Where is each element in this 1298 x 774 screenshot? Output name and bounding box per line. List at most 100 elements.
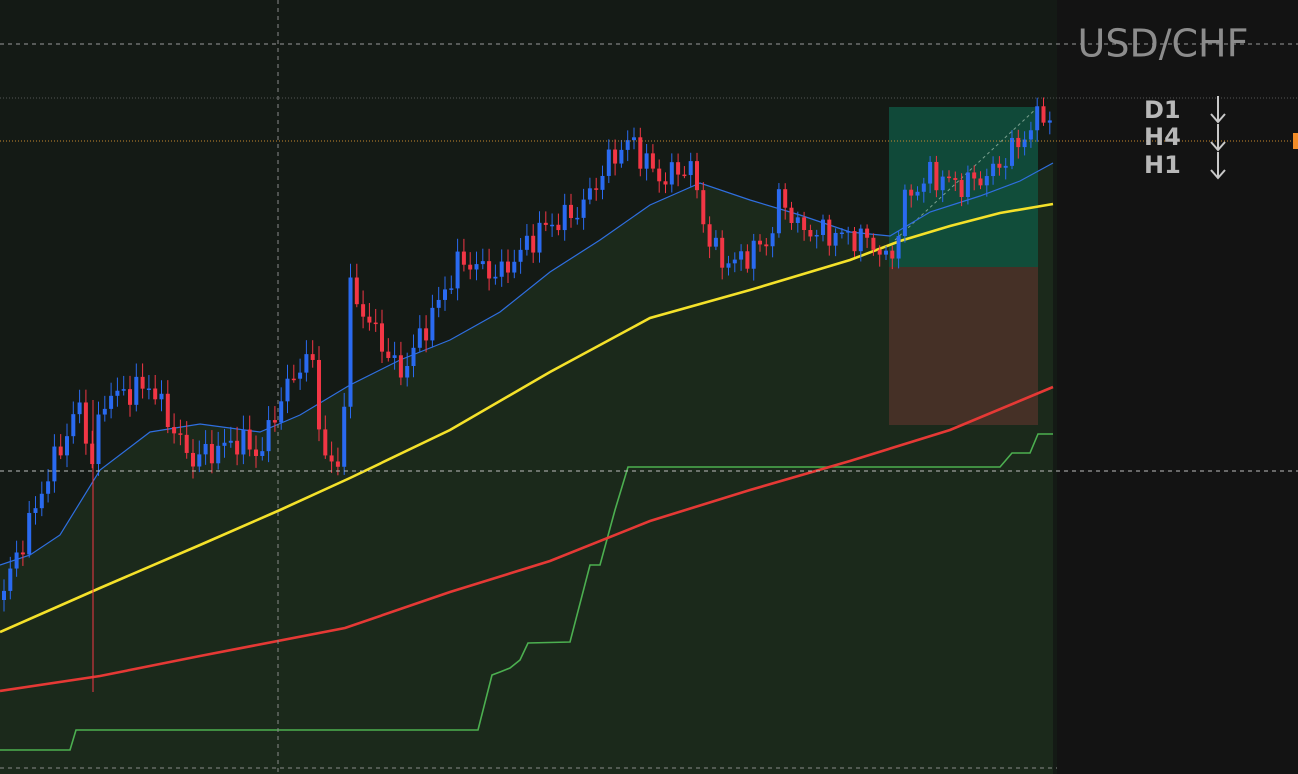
candle-body xyxy=(770,233,775,247)
candle-body xyxy=(102,408,107,415)
candle-body xyxy=(1047,120,1052,123)
candle-body xyxy=(1003,165,1008,168)
candle-body xyxy=(335,461,340,467)
candle-body xyxy=(619,149,624,164)
candle-body xyxy=(600,175,605,190)
candle-body xyxy=(550,224,555,227)
candle-body xyxy=(1010,137,1014,166)
candle-body xyxy=(877,249,882,255)
candle-body xyxy=(732,259,737,264)
loss-zone xyxy=(889,267,1038,425)
candle-body xyxy=(644,153,649,169)
stop-line xyxy=(0,433,1053,751)
price-marker xyxy=(1293,133,1298,149)
candle-body xyxy=(178,433,183,435)
candle-body xyxy=(342,406,347,467)
candle-body xyxy=(140,376,145,389)
candle-body xyxy=(524,235,529,250)
candle-body xyxy=(707,224,712,247)
candle-body xyxy=(386,351,391,358)
candle-body xyxy=(455,251,460,289)
candle-body xyxy=(972,172,977,179)
candle-body xyxy=(625,140,630,150)
timeframe-label: D1 xyxy=(1144,96,1181,124)
candle-body xyxy=(852,231,857,252)
candle-body xyxy=(197,454,202,467)
candle-body xyxy=(701,190,706,225)
candle-body xyxy=(909,189,914,196)
candle-body xyxy=(468,264,473,270)
candle-body xyxy=(575,217,580,220)
timeframes: D1 H4 H1 xyxy=(1144,96,1226,180)
candle-body xyxy=(58,446,63,456)
candle-body xyxy=(14,552,19,569)
trend-arrows xyxy=(1210,96,1226,180)
candle-body xyxy=(96,414,101,465)
candle-body xyxy=(808,230,813,237)
candle-body xyxy=(858,228,863,252)
candle-body xyxy=(1041,106,1046,123)
candle-body xyxy=(947,176,951,179)
candle-body xyxy=(764,244,769,247)
candle-body xyxy=(959,179,964,198)
candle-body xyxy=(39,493,44,509)
area-fill xyxy=(0,163,1053,774)
candle-body xyxy=(329,455,334,462)
candle-body xyxy=(632,137,636,141)
candle-body xyxy=(2,590,6,600)
candle-body xyxy=(323,429,328,456)
candle-body xyxy=(827,219,832,246)
candle-body xyxy=(285,378,290,402)
candle-body xyxy=(487,261,492,279)
candle-body xyxy=(758,240,762,245)
candle-body xyxy=(499,261,504,277)
candle-body xyxy=(953,178,958,180)
candle-body xyxy=(569,204,573,219)
candle-body xyxy=(581,199,586,218)
candle-body xyxy=(739,251,744,260)
candle-body xyxy=(921,183,926,192)
candle-body xyxy=(688,161,693,176)
candle-body xyxy=(657,168,662,182)
candle-body xyxy=(146,388,151,391)
candle-body xyxy=(512,261,517,273)
plot xyxy=(0,97,1054,774)
candle-body xyxy=(191,452,195,467)
candle-body xyxy=(235,440,240,455)
candle-body xyxy=(613,149,618,164)
candle-body xyxy=(8,568,13,591)
ma-mid xyxy=(0,202,1054,634)
ma-fast xyxy=(0,162,1054,566)
down-arrow xyxy=(1210,152,1226,180)
candle-body xyxy=(991,163,996,177)
candle-body xyxy=(90,443,95,465)
candle-body xyxy=(159,393,164,400)
candle-body xyxy=(506,261,510,273)
candle-body xyxy=(77,402,82,415)
candle-body xyxy=(373,322,378,325)
candle-body xyxy=(531,235,536,253)
candle-body xyxy=(720,237,725,268)
candle-body xyxy=(783,189,788,208)
candle-body xyxy=(915,191,920,196)
timeframe-label: H4 xyxy=(1144,123,1181,151)
candle-body xyxy=(367,316,372,323)
candle-body xyxy=(884,250,888,255)
candle-body xyxy=(940,176,945,191)
candle-body xyxy=(65,436,69,456)
candle-body xyxy=(890,250,895,259)
candle-body xyxy=(543,222,548,225)
candle-body xyxy=(480,261,485,265)
candle-body xyxy=(27,512,32,555)
candle-body xyxy=(493,276,498,279)
candle-body xyxy=(1022,139,1027,148)
candle-body xyxy=(109,395,114,409)
candle-body xyxy=(241,429,246,455)
candle-body xyxy=(676,162,681,175)
candle-body xyxy=(814,234,819,237)
candle-body xyxy=(556,224,561,231)
candle-body xyxy=(713,237,718,247)
candle-body xyxy=(1028,130,1033,140)
symbol: USD/CHF xyxy=(1078,22,1249,66)
